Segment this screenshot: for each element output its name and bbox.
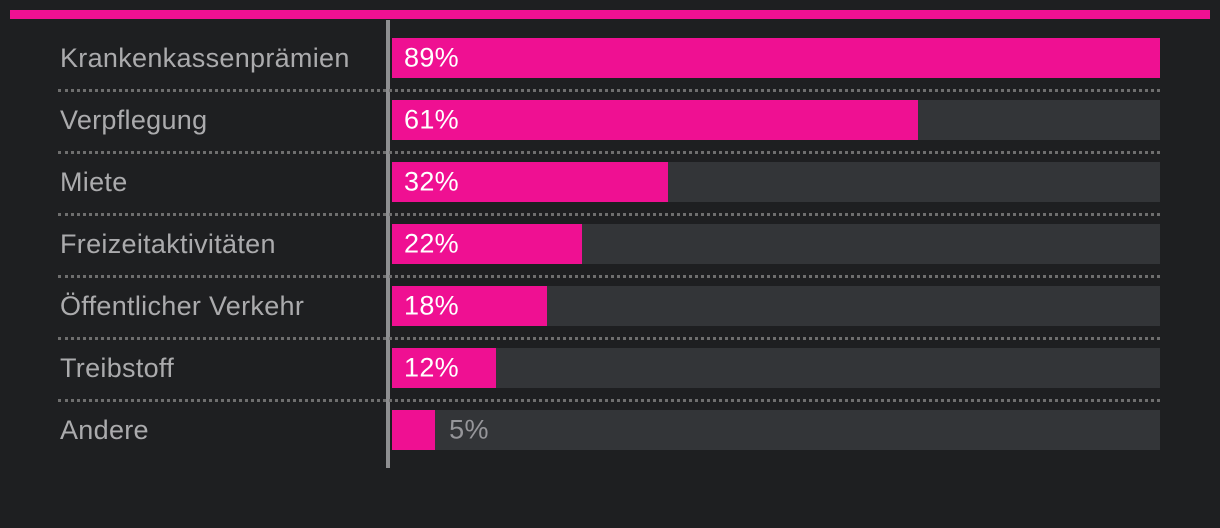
category-label: Öffentlicher Verkehr [60, 291, 305, 321]
bar-fill: 5% [392, 410, 488, 450]
bar-fill: 12% [392, 348, 496, 388]
top-accent-bar [10, 10, 1210, 19]
chart-row: Freizeitaktivitäten 22% [0, 224, 1220, 286]
bar-fill: 61% [392, 100, 919, 140]
chart-row: Treibstoff 12% [0, 348, 1220, 410]
bar-track: 22% [392, 224, 1160, 264]
bar-value-label: 89% [404, 42, 459, 73]
category-label: Treibstoff [60, 353, 175, 383]
category-label: Freizeitaktivitäten [60, 229, 276, 259]
row-separator [58, 275, 1160, 278]
row-separator [58, 337, 1160, 340]
bar-track: 61% [392, 100, 1160, 140]
row-separator [58, 89, 1160, 92]
bar-track: 32% [392, 162, 1160, 202]
axis-baseline [386, 20, 390, 468]
category-label: Krankenkassenprämien [60, 43, 350, 73]
row-separator [58, 213, 1160, 216]
bar-value-label: 22% [404, 228, 459, 259]
category-label: Andere [60, 415, 149, 445]
bar-track: 18% [392, 286, 1160, 326]
bar-track: 5% [392, 410, 1160, 450]
bar-track: 89% [392, 38, 1160, 78]
bar-fill: 22% [392, 224, 582, 264]
bar-value-label: 18% [404, 290, 459, 321]
bar-value-label: 5% [449, 414, 489, 445]
row-separator [58, 399, 1160, 402]
bar-fill: 32% [392, 162, 669, 202]
chart-row: Öffentlicher Verkehr 18% [0, 286, 1220, 348]
bar-value-label: 32% [404, 166, 459, 197]
chart-row: Krankenkassenprämien 89% [0, 38, 1220, 100]
category-label: Verpflegung [60, 105, 208, 135]
chart-row: Miete 32% [0, 162, 1220, 224]
bar-fill: 18% [392, 286, 548, 326]
bar-fill: 89% [392, 38, 1160, 78]
category-label: Miete [60, 167, 128, 197]
bar-track: 12% [392, 348, 1160, 388]
bar-value-label: 12% [404, 352, 459, 383]
bar-value-label: 61% [404, 104, 459, 135]
chart-row: Andere 5% [0, 410, 1220, 472]
bar-chart: Krankenkassenprämien 89% Verpflegung 61%… [0, 38, 1220, 472]
row-separator [58, 151, 1160, 154]
chart-row: Verpflegung 61% [0, 100, 1220, 162]
